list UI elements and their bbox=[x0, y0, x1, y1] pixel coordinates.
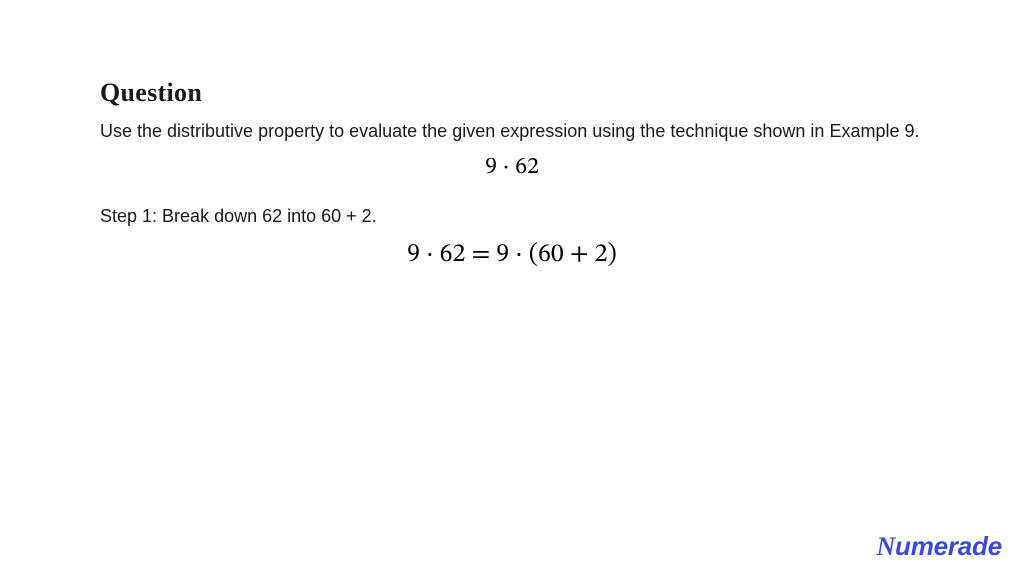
expression-step: 9 · 62 = 9 · (60 + 2) bbox=[100, 239, 924, 272]
expression-main: 9 · 62 bbox=[100, 152, 924, 182]
logo-text: umerade bbox=[895, 531, 1002, 561]
step-1-label: Step 1: Break down 62 into 60 + 2. bbox=[100, 206, 924, 227]
question-prompt: Use the distributive property to evaluat… bbox=[100, 118, 924, 146]
page: Question Use the distributive property t… bbox=[0, 0, 1024, 576]
content-region: Question Use the distributive property t… bbox=[100, 78, 924, 272]
question-heading: Question bbox=[100, 78, 924, 108]
numerade-logo: Numerade bbox=[876, 531, 1002, 562]
